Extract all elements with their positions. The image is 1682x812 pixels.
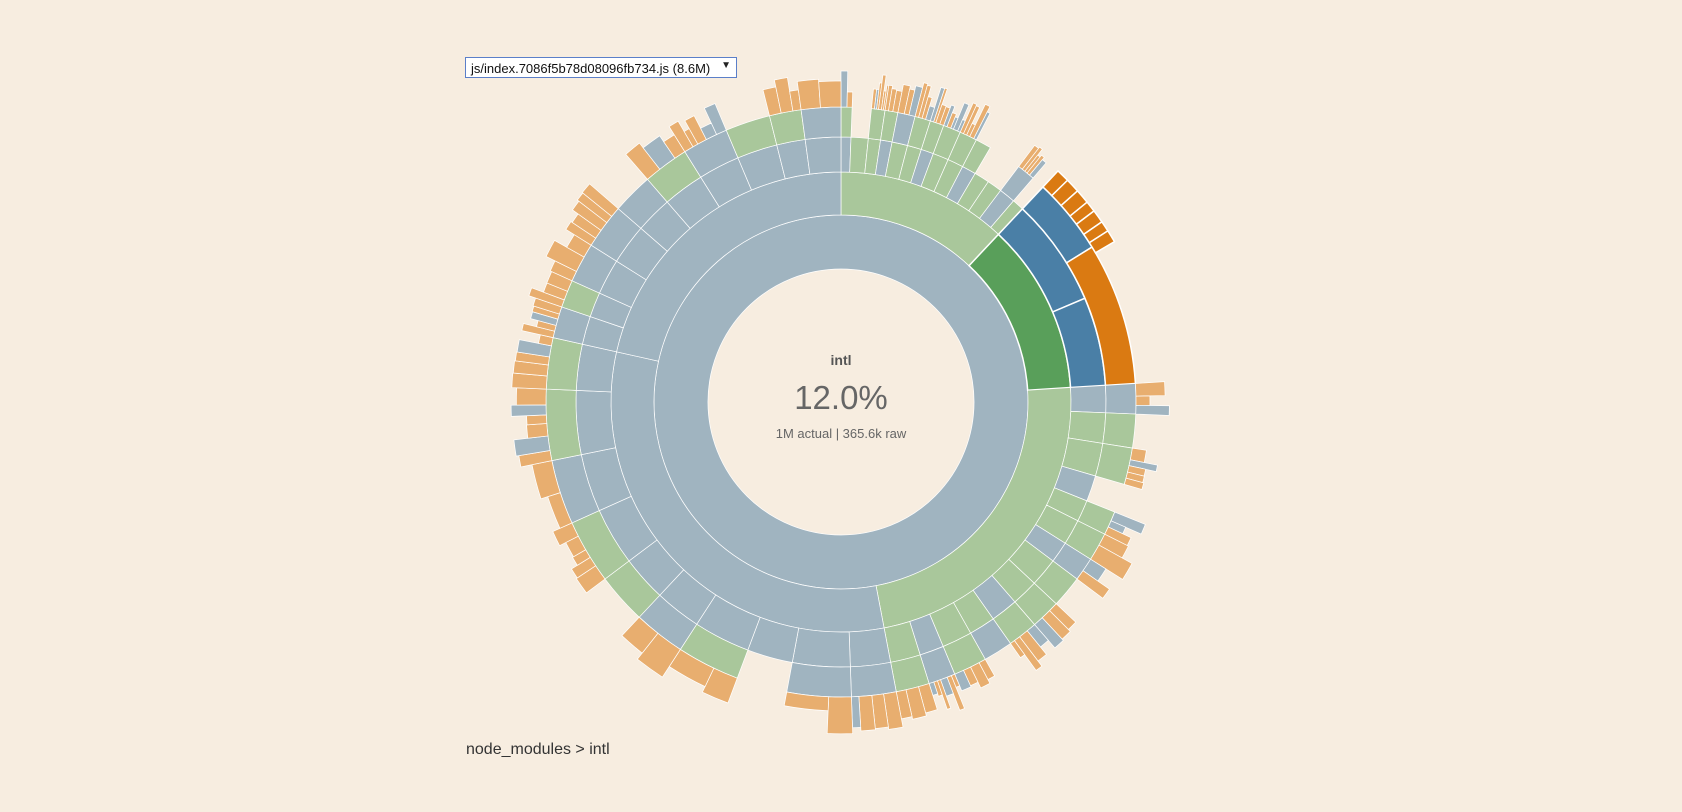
sunburst-segment-file-142[interactable] <box>826 696 854 735</box>
sunburst-segment-file-3[interactable] <box>846 91 854 108</box>
sunburst-segment-file-76[interactable] <box>1135 404 1170 416</box>
sunburst-segment-file-75[interactable] <box>1135 395 1151 406</box>
sunburst-segment-depth3-174[interactable] <box>575 343 617 393</box>
sunburst-segment-file-59[interactable] <box>1029 159 1047 179</box>
sunburst-segment-depth4-141[interactable] <box>786 662 852 698</box>
sunburst-segment-file-171[interactable] <box>526 414 548 426</box>
sunburst-segment-file-143[interactable] <box>783 691 830 712</box>
sunburst-segment-depth3-134[interactable] <box>848 627 892 668</box>
sunburst-segment-depth3-226[interactable] <box>804 136 842 175</box>
sunburst-segment-file-139[interactable] <box>851 696 862 729</box>
sunburst-segment-file-228[interactable] <box>796 78 821 111</box>
sunburst-segment-file-74[interactable] <box>1135 381 1166 397</box>
sunburst-segment-depth3-72[interactable] <box>1070 384 1107 414</box>
sunburst-segment-file-170[interactable] <box>526 423 549 439</box>
sunburst-segment-depth3-140[interactable] <box>791 627 851 668</box>
sunburst-segment-file-229[interactable] <box>818 80 842 109</box>
breadcrumb: node_modules > intl <box>466 741 610 758</box>
sunburst-segment-depth4-167[interactable] <box>545 388 582 462</box>
sunburst-segment-depth4-78[interactable] <box>1102 412 1137 449</box>
sunburst-segment-intl-file-71[interactable] <box>1088 229 1116 254</box>
bundle-select[interactable]: js/index.7086f5b78d08096fb734.js (8.6M) … <box>465 57 737 78</box>
sunburst-segment-depth4-1[interactable] <box>840 106 853 138</box>
center-size-info: 1M actual | 365.6k raw <box>776 426 907 441</box>
bundle-select-value: js/index.7086f5b78d08096fb734.js (8.6M) <box>471 61 711 76</box>
center-module-name: intl <box>831 352 852 368</box>
sunburst-segment-depth4-73[interactable] <box>1105 383 1137 415</box>
sunburst-segment-file-2[interactable] <box>840 70 849 108</box>
sunburst-segment-file-85[interactable] <box>1123 477 1145 490</box>
center-percentage: 12.0% <box>794 379 888 416</box>
dropdown-arrow-icon: ▼ <box>721 60 731 71</box>
sunburst-segment-depth3-166[interactable] <box>575 390 617 456</box>
sunburst-segment-file-172[interactable] <box>510 404 547 417</box>
sunburst-rings <box>510 70 1170 735</box>
sunburst-segment-depth4-227[interactable] <box>800 106 842 140</box>
sunburst-segment-depth4-135[interactable] <box>850 661 897 698</box>
sunburst-segment-depth3-0[interactable] <box>840 136 852 173</box>
sunburst-segment-file-173[interactable] <box>516 387 547 406</box>
